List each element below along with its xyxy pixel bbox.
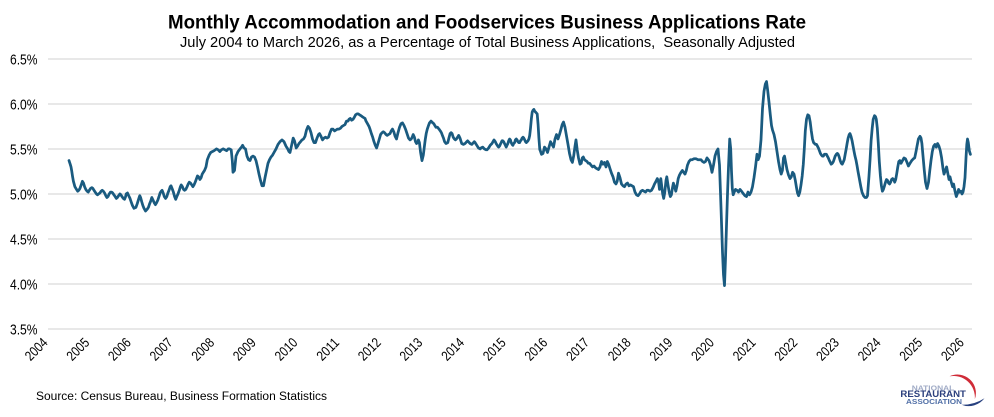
svg-text:6.5%: 6.5% [10,52,38,68]
svg-text:6.0%: 6.0% [10,97,38,113]
svg-text:NATIONAL: NATIONAL [912,386,955,393]
svg-text:4.5%: 4.5% [10,232,38,248]
svg-text:5.0%: 5.0% [10,187,38,203]
svg-text:July 2004 to March 2026, as a: July 2004 to March 2026, as a Percentage… [180,34,795,51]
svg-text:3.5%: 3.5% [10,322,38,338]
svg-text:5.5%: 5.5% [10,142,38,158]
svg-text:Monthly Accommodation and Food: Monthly Accommodation and Foodservices B… [168,12,806,34]
svg-text:RESTAURANT: RESTAURANT [900,389,966,399]
svg-text:Source: Census Bureau, Busines: Source: Census Bureau, Business Formatio… [36,391,327,403]
svg-text:4.0%: 4.0% [10,277,38,293]
svg-text:ASSOCIATION: ASSOCIATION [906,399,962,406]
